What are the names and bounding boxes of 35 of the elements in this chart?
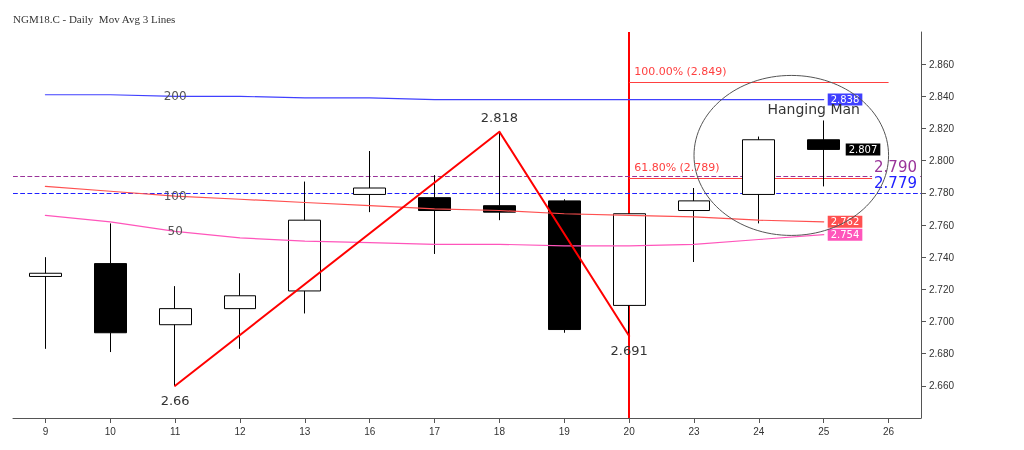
data-label: 2.818 <box>480 109 519 125</box>
x-tick-label: 12 <box>234 425 246 437</box>
y-tick-label: 2.840 <box>929 90 955 102</box>
y-tick-label: 2.740 <box>929 251 955 263</box>
x-tick-label: 26 <box>883 425 895 437</box>
ref-line-label: 61.80% (2.789) <box>634 161 720 175</box>
data-label: 2.838 <box>830 94 860 106</box>
x-tick-label: 18 <box>493 425 506 437</box>
y-tick-label: 2.720 <box>929 283 955 295</box>
y-tick-label: 2.660 <box>929 380 955 392</box>
x-tick-label: 24 <box>753 425 765 437</box>
y-tick-label: 2.800 <box>929 155 955 167</box>
data-label: 2.66 <box>160 392 190 408</box>
data-label: 2.754 <box>830 229 860 241</box>
y-tick-label: 2.700 <box>929 316 955 327</box>
text: 2.807 <box>848 143 878 155</box>
x-tick-label: 9 <box>42 425 49 437</box>
y-tick-label: 2.820 <box>929 123 955 134</box>
chart-title: NGM18.C - Daily Mov Avg 3 Lines <box>13 12 176 25</box>
x-tick-label: 17 <box>429 425 441 437</box>
x-tick-label: 19 <box>558 425 571 437</box>
y-tick-label: 2.860 <box>929 58 955 70</box>
y-tick-label: 2.780 <box>929 187 955 199</box>
x-tick-label: 11 <box>169 425 181 437</box>
x-tick-label: 13 <box>299 425 311 437</box>
x-tick-label: 10 <box>104 425 117 437</box>
y-tick-label: 2.680 <box>929 348 955 360</box>
x-tick-label: 23 <box>688 425 700 437</box>
ref-line-label: 2.779 <box>874 174 917 193</box>
x-tick-label: 16 <box>364 425 376 437</box>
x-tick-label: 20 <box>623 425 636 437</box>
x-tick-label: 25 <box>818 425 830 437</box>
ref-line-label: 100.00% (2.849) <box>634 64 727 78</box>
y-tick-label: 2.760 <box>929 219 955 231</box>
ref-line-label: 2.790 <box>874 158 917 177</box>
